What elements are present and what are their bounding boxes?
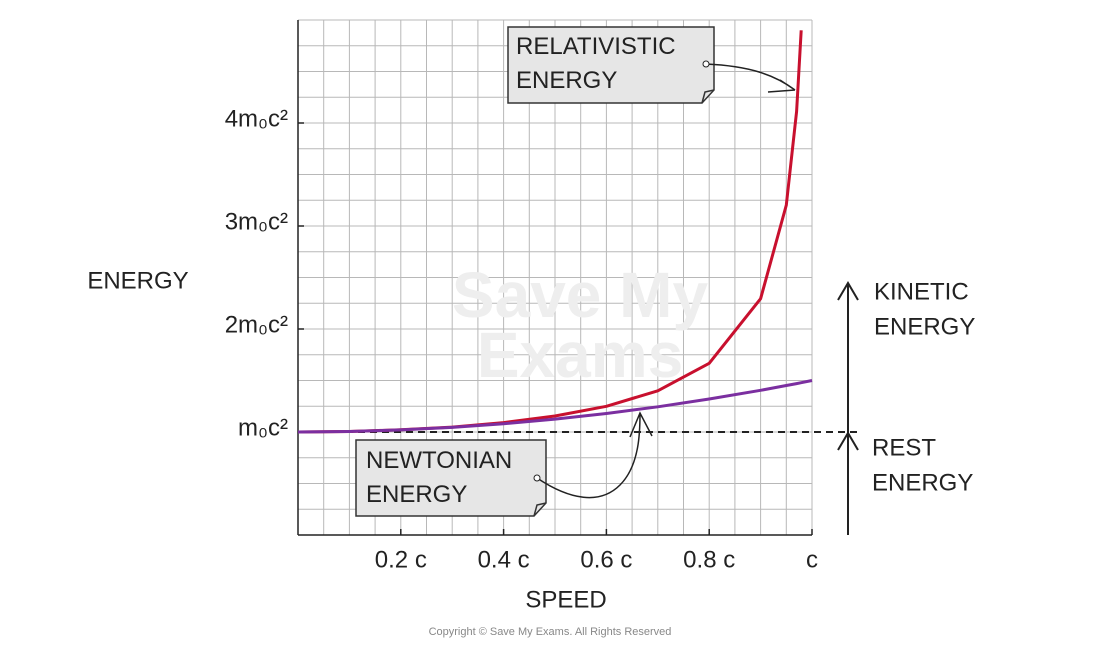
y-axis-label: ENERGY: [87, 267, 188, 294]
copyright: Copyright © Save My Exams. All Rights Re…: [429, 626, 672, 638]
marks: [297, 30, 858, 434]
callout-fold: [701, 89, 715, 104]
y-tick-label: 4m₀c²: [225, 105, 288, 132]
callout-text: NEWTONIAN ENERGY: [366, 447, 512, 508]
x-tick-label: 0.4 c: [478, 546, 530, 573]
series-line: [297, 379, 813, 434]
callout-arrow: [705, 63, 796, 93]
callout-text: RELATIVISTIC ENERGY: [516, 33, 676, 94]
y-tick-label: m₀c²: [238, 414, 288, 441]
callout-box: [355, 439, 547, 517]
x-tick-label: c: [806, 546, 818, 573]
x-tick-label: 0.2 c: [375, 546, 427, 573]
callout-dot: [702, 60, 710, 68]
watermark: Exams: [477, 319, 683, 391]
x-tick-label: 0.8 c: [683, 546, 735, 573]
side-label: KINETIC: [874, 278, 969, 305]
x-axis-label: SPEED: [525, 586, 606, 613]
side-label: ENERGY: [872, 469, 973, 496]
y-tick-label: 2m₀c²: [225, 311, 288, 338]
arrow-head: [837, 281, 859, 451]
side-label: REST: [872, 434, 936, 461]
side-label: ENERGY: [874, 313, 975, 340]
grid: [297, 19, 813, 536]
callout-fold: [533, 502, 547, 517]
callout-dot: [533, 474, 541, 482]
x-tick-label: 0.6 c: [580, 546, 632, 573]
callout-arrow: [536, 411, 653, 499]
watermark: Save My: [452, 259, 709, 331]
y-tick-label: 3m₀c²: [225, 208, 288, 235]
callout-box: [507, 26, 715, 104]
